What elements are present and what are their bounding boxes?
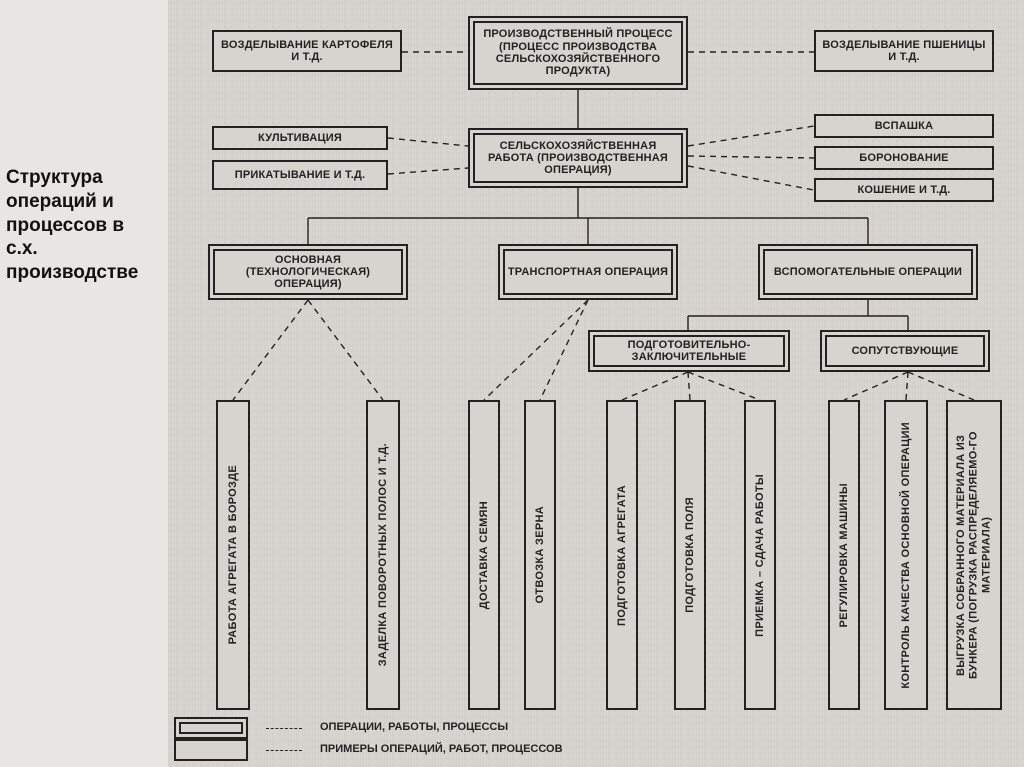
- node-ex-cult: КУЛЬТИВАЦИЯ: [212, 126, 388, 150]
- node-ex-vspash: ВСПАШКА: [814, 114, 994, 138]
- vertical-label: ПРИЕМКА – СДАЧА РАБОТЫ: [752, 468, 769, 643]
- vertical-v_borozd: РАБОТА АГРЕГАТА В БОРОЗДЕ: [216, 400, 250, 710]
- vertical-label: ЗАДЕЛКА ПОВОРОТНЫХ ПОЛОС И Т.Д.: [375, 437, 392, 672]
- vertical-v_vygr: ВЫГРУЗКА СОБРАННОГО МАТЕРИАЛА ИЗ БУНКЕРА…: [946, 400, 1002, 710]
- vertical-v_priem: ПРИЕМКА – СДАЧА РАБОТЫ: [744, 400, 776, 710]
- vertical-label: ОТВОЗКА ЗЕРНА: [532, 500, 549, 609]
- node-ex-boron: БОРОНОВАНИЕ: [814, 146, 994, 170]
- node-aux-conc: СОПУТСТВУЮЩИЕ: [820, 330, 990, 372]
- page-title: Структура операций и процессов в с.х. пр…: [6, 166, 156, 285]
- vertical-v_kontrol: КОНТРОЛЬ КАЧЕСТВА ОСНОВНОЙ ОПЕРАЦИИ: [884, 400, 928, 710]
- node-ex-wheat: ВОЗДЕЛЫВАНИЕ ПШЕНИЦЫ И Т.Д.: [814, 30, 994, 72]
- node-ex-potato: ВОЗДЕЛЫВАНИЕ КАРТОФЕЛЯ И Т.Д.: [212, 30, 402, 72]
- diagram-canvas: ПРОИЗВОДСТВЕННЫЙ ПРОЦЕСС (ПРОЦЕСС ПРОИЗВ…: [168, 0, 1024, 767]
- legend-swatch-single: [174, 739, 248, 761]
- node-op-aux: ВСПОМОГАТЕЛЬНЫЕ ОПЕРАЦИИ: [758, 244, 978, 300]
- legend-label-double: ОПЕРАЦИИ, РАБОТЫ, ПРОЦЕССЫ: [320, 718, 508, 738]
- vertical-label: РЕГУЛИРОВКА МАШИНЫ: [836, 477, 853, 634]
- vertical-v_podg_pole: ПОДГОТОВКА ПОЛЯ: [674, 400, 706, 710]
- legend-label-single: ПРИМЕРЫ ОПЕРАЦИЙ, РАБОТ, ПРОЦЕССОВ: [320, 740, 563, 760]
- vertical-v_zadel: ЗАДЕЛКА ПОВОРОТНЫХ ПОЛОС И Т.Д.: [366, 400, 400, 710]
- vertical-label: КОНТРОЛЬ КАЧЕСТВА ОСНОВНОЙ ОПЕРАЦИИ: [898, 416, 915, 695]
- legend: ОПЕРАЦИИ, РАБОТЫ, ПРОЦЕССЫ ПРИМЕРЫ ОПЕРА…: [174, 717, 563, 761]
- legend-row-double: ОПЕРАЦИИ, РАБОТЫ, ПРОЦЕССЫ: [174, 717, 563, 739]
- node-ex-prik: ПРИКАТЫВАНИЕ И Т.Д.: [212, 160, 388, 190]
- vertical-label: ДОСТАВКА СЕМЯН: [476, 495, 493, 615]
- vertical-label: РАБОТА АГРЕГАТА В БОРОЗДЕ: [225, 459, 242, 650]
- vertical-v_regul: РЕГУЛИРОВКА МАШИНЫ: [828, 400, 860, 710]
- page: Структура операций и процессов в с.х. пр…: [0, 0, 1024, 767]
- vertical-label: ПОДГОТОВКА ПОЛЯ: [682, 491, 699, 619]
- node-op-trans: ТРАНСПОРТНАЯ ОПЕРАЦИЯ: [498, 244, 678, 300]
- vertical-label: ВЫГРУЗКА СОБРАННОГО МАТЕРИАЛА ИЗ БУНКЕРА…: [953, 402, 995, 708]
- legend-swatch-double: [174, 717, 248, 739]
- node-aux-prep: ПОДГОТОВИТЕЛЬНО-ЗАКЛЮЧИТЕЛЬНЫЕ: [588, 330, 790, 372]
- node-ex-kosh: КОШЕНИЕ И Т.Д.: [814, 178, 994, 202]
- vertical-v_otvoz: ОТВОЗКА ЗЕРНА: [524, 400, 556, 710]
- node-process: ПРОИЗВОДСТВЕННЫЙ ПРОЦЕСС (ПРОЦЕСС ПРОИЗВ…: [468, 16, 688, 90]
- vertical-v_dost: ДОСТАВКА СЕМЯН: [468, 400, 500, 710]
- vertical-label: ПОДГОТОВКА АГРЕГАТА: [614, 479, 631, 632]
- vertical-v_podg_agr: ПОДГОТОВКА АГРЕГАТА: [606, 400, 638, 710]
- node-work: СЕЛЬСКОХОЗЯЙСТВЕННАЯ РАБОТА (ПРОИЗВОДСТВ…: [468, 128, 688, 188]
- legend-row-single: ПРИМЕРЫ ОПЕРАЦИЙ, РАБОТ, ПРОЦЕССОВ: [174, 739, 563, 761]
- node-op-main: ОСНОВНАЯ (ТЕХНОЛОГИЧЕСКАЯ) ОПЕРАЦИЯ): [208, 244, 408, 300]
